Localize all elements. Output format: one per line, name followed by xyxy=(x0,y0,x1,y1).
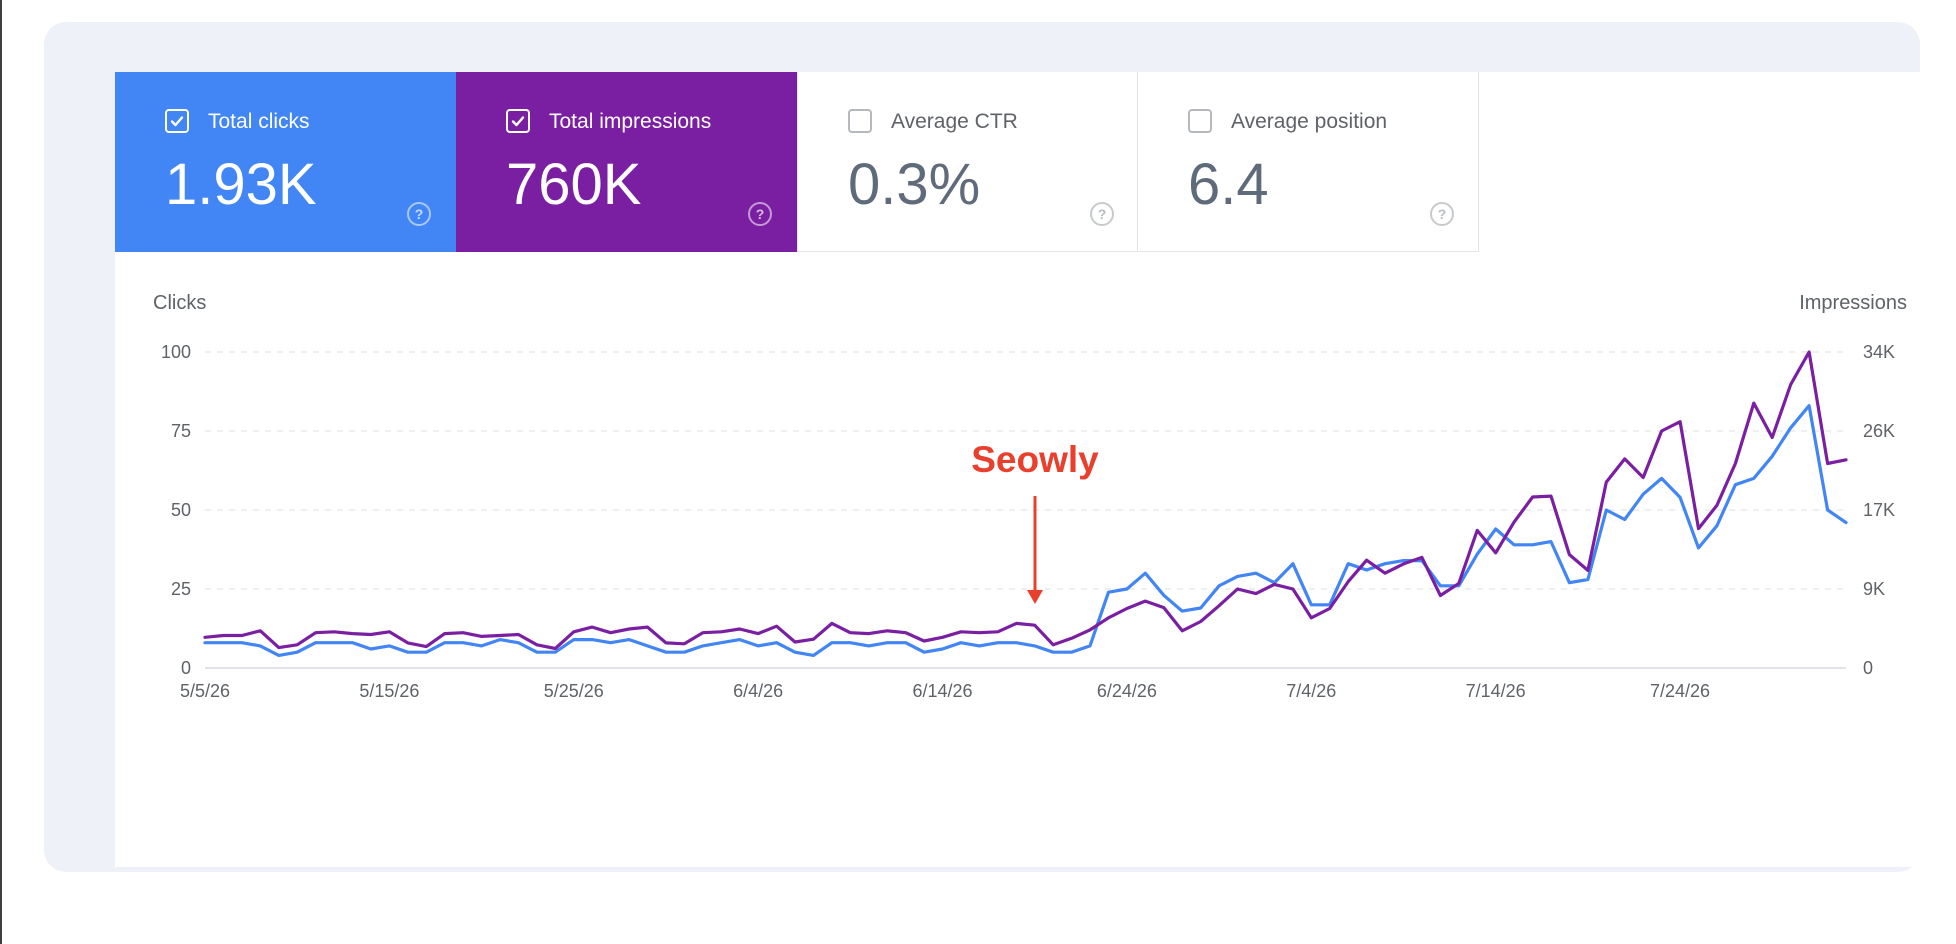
metric-card-total-impressions[interactable]: Total impressions 760K ? xyxy=(456,72,797,252)
check-icon xyxy=(511,116,525,127)
help-icon[interactable]: ? xyxy=(407,202,431,226)
x-tick-label: 5/15/26 xyxy=(359,681,419,701)
help-icon[interactable]: ? xyxy=(748,202,772,226)
series-line-clicks xyxy=(203,404,1848,658)
metric-label: Total impressions xyxy=(549,110,712,133)
metric-value: 760K xyxy=(506,152,642,217)
metric-value: 0.3% xyxy=(848,152,981,217)
left-axis-title: Clicks xyxy=(153,292,206,314)
metric-label: Total clicks xyxy=(208,110,310,133)
left-tick-label: 100 xyxy=(161,342,191,362)
help-icon[interactable]: ? xyxy=(1090,202,1114,226)
window-edge xyxy=(0,0,2,944)
metric-card-total-clicks[interactable]: Total clicks 1.93K ? xyxy=(115,72,456,252)
x-tick-label: 7/24/26 xyxy=(1650,681,1710,701)
x-axis-ticks: 5/5/26 5/15/26 5/25/26 6/4/26 6/14/26 6/24/26… xyxy=(180,681,1710,701)
arrow-head xyxy=(1027,590,1043,604)
right-tick-label: 26K xyxy=(1863,421,1895,441)
performance-chart: Clicks Impressions 100 75 50 25 0 34K 26K 17K 9… xyxy=(153,292,1907,701)
left-tick-label: 75 xyxy=(171,421,191,441)
metric-value: 6.4 xyxy=(1188,152,1269,217)
right-axis-title: Impressions xyxy=(1799,292,1907,314)
right-tick-label: 34K xyxy=(1863,342,1895,362)
performance-panel: Clicks Impressions 100 75 50 25 0 34K 26K 17K 9… xyxy=(115,72,1939,867)
checkbox-total-clicks[interactable] xyxy=(165,109,189,133)
x-tick-label: 6/14/26 xyxy=(912,681,972,701)
checkbox-average-ctr[interactable] xyxy=(848,109,872,133)
x-tick-label: 6/24/26 xyxy=(1097,681,1157,701)
performance-container: Clicks Impressions 100 75 50 25 0 34K 26K 17K 9… xyxy=(44,22,1939,872)
annotation-label: Seowly xyxy=(971,439,1099,480)
metric-card-average-position[interactable]: Average position 6.4 ? xyxy=(1138,72,1479,252)
annotation: Seowly xyxy=(971,439,1099,604)
metric-cards: Total clicks 1.93K ? Total impressions 7… xyxy=(115,72,1479,252)
metric-value: 1.93K xyxy=(165,152,317,217)
left-tick-label: 0 xyxy=(181,658,191,678)
left-axis-ticks: 100 75 50 25 0 xyxy=(161,342,191,678)
metric-label: Average position xyxy=(1231,110,1388,133)
right-tick-label: 9K xyxy=(1863,579,1885,599)
x-tick-label: 5/25/26 xyxy=(544,681,604,701)
help-icon[interactable]: ? xyxy=(1430,202,1454,226)
metric-label: Average CTR xyxy=(891,110,1018,133)
x-tick-label: 7/4/26 xyxy=(1286,681,1336,701)
series-line-impressions xyxy=(203,350,1848,651)
metric-card-average-ctr[interactable]: Average CTR 0.3% ? xyxy=(797,72,1138,252)
grid-lines xyxy=(205,351,1846,669)
left-tick-label: 25 xyxy=(171,579,191,599)
checkbox-total-impressions[interactable] xyxy=(506,109,530,133)
checkbox-average-position[interactable] xyxy=(1188,109,1212,133)
right-tick-label: 0 xyxy=(1863,658,1873,678)
x-tick-label: 5/5/26 xyxy=(180,681,230,701)
left-tick-label: 50 xyxy=(171,500,191,520)
x-tick-label: 6/4/26 xyxy=(733,681,783,701)
check-icon xyxy=(170,116,184,127)
right-tick-label: 17K xyxy=(1863,500,1895,520)
x-tick-label: 7/14/26 xyxy=(1466,681,1526,701)
right-axis-ticks: 34K 26K 17K 9K 0 xyxy=(1863,342,1895,678)
series-layer xyxy=(203,350,1848,658)
